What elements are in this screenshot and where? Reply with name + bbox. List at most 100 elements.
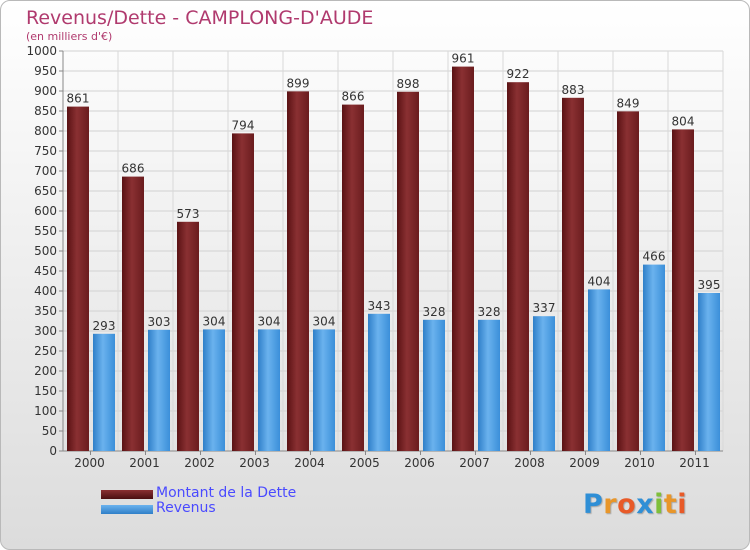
logo-letter: o [617, 489, 637, 520]
data-labels: 861 293 686 303 573 304 794 304 899 304 866 343 898 3… [67, 52, 721, 333]
data-label-debt: 861 [67, 92, 90, 106]
chart-subtitle: (en milliers d'€) [26, 30, 113, 43]
y-tick-label: 550 [34, 224, 57, 238]
y-tick-label: 650 [34, 184, 57, 198]
data-label-revenue: 328 [478, 305, 501, 319]
bar-revenue [313, 329, 335, 451]
bar-debt [507, 82, 529, 451]
data-label-debt: 899 [287, 76, 310, 90]
data-label-revenue: 395 [698, 278, 721, 292]
data-label-debt: 804 [672, 114, 695, 128]
x-tick-label: 2008 [514, 456, 545, 470]
x-tick-label: 2003 [239, 456, 270, 470]
x-tick-label: 2010 [624, 456, 655, 470]
bar-debt [672, 129, 694, 451]
bar-revenue [368, 313, 390, 451]
bar-revenue [478, 319, 500, 451]
y-tick-label: 0 [49, 444, 57, 458]
logo-letter: x [636, 489, 655, 520]
y-tick-label: 950 [34, 64, 57, 78]
y-tick-label: 400 [34, 284, 57, 298]
y-tick-label: 750 [34, 144, 57, 158]
data-label-revenue: 293 [93, 319, 116, 333]
bar-revenue [423, 319, 445, 451]
bar-debt [397, 91, 419, 452]
bar-revenue [698, 293, 720, 451]
x-tick-label: 2009 [569, 456, 600, 470]
data-label-debt: 883 [562, 83, 585, 97]
y-tick-label: 200 [34, 364, 57, 378]
y-tick-label: 700 [34, 164, 57, 178]
y-tick-label: 50 [42, 424, 57, 438]
bar-debt [287, 91, 309, 452]
logo-letter: i [654, 489, 664, 520]
bar-revenue [203, 329, 225, 451]
logo-letter: r [603, 489, 618, 520]
data-label-revenue: 337 [533, 301, 556, 315]
bar-revenue [533, 316, 555, 451]
bar-debt [617, 111, 639, 452]
y-tick-label: 500 [34, 244, 57, 258]
logo-letter: t [663, 489, 678, 520]
data-label-revenue: 328 [423, 305, 446, 319]
y-tick-label: 100 [34, 404, 57, 418]
bar-debt [452, 66, 474, 451]
data-label-debt: 898 [397, 77, 420, 91]
bar-debt [342, 104, 364, 451]
y-tick-label: 300 [34, 324, 57, 338]
x-tick-label: 2000 [74, 456, 105, 470]
y-tick-label: 1000 [26, 44, 57, 58]
data-label-revenue: 303 [148, 315, 171, 329]
data-label-debt: 573 [177, 207, 200, 221]
data-label-debt: 794 [232, 118, 255, 132]
y-tick-label: 600 [34, 204, 57, 218]
x-tick-label: 2011 [679, 456, 710, 470]
bar-debt [67, 106, 89, 451]
x-tick-label: 2004 [294, 456, 325, 470]
data-label-revenue: 304 [313, 314, 336, 328]
bars [67, 66, 720, 452]
logo-letter: i [677, 489, 688, 520]
legend-swatch-revenue [101, 505, 153, 514]
data-label-revenue: 304 [258, 314, 281, 328]
bar-debt [232, 133, 254, 451]
legend-swatch-debt [101, 490, 153, 499]
data-label-debt: 866 [342, 90, 365, 104]
y-tick-label: 850 [34, 104, 57, 118]
y-tick-label: 250 [34, 344, 57, 358]
data-label-debt: 961 [452, 52, 475, 66]
data-label-revenue: 343 [368, 299, 391, 313]
x-tick-label: 2005 [349, 456, 380, 470]
legend-label-debt: Montant de la Dette [156, 485, 297, 501]
bar-debt [562, 97, 584, 452]
data-label-revenue: 404 [588, 274, 611, 288]
legend-label-revenue: Revenus [156, 500, 216, 516]
data-label-debt: 922 [507, 67, 530, 81]
x-tick-label: 2001 [129, 456, 160, 470]
data-label-debt: 849 [617, 96, 640, 110]
y-tick-label: 350 [34, 304, 57, 318]
x-tick-label: 2006 [404, 456, 435, 470]
data-label-revenue: 466 [643, 250, 666, 264]
chart-title: Revenus/Dette - CAMPLONG-D'AUDE [26, 7, 374, 29]
bar-debt [122, 176, 144, 451]
y-tick-label: 800 [34, 124, 57, 138]
logo-letter: P [583, 489, 604, 520]
y-tick-label: 900 [34, 84, 57, 98]
bar-revenue [258, 329, 280, 451]
axes: 0 50 100 150 200 250 300 350 400 450 500 550 600 650 7… [26, 44, 723, 470]
x-tick-label: 2002 [184, 456, 215, 470]
data-label-revenue: 304 [203, 314, 226, 328]
bar-revenue [93, 333, 115, 451]
bar-revenue [643, 264, 665, 451]
y-tick-label: 150 [34, 384, 57, 398]
x-tick-label: 2007 [459, 456, 490, 470]
proxiti-logo: Proxiti [583, 489, 687, 520]
bar-revenue [148, 329, 170, 451]
data-label-debt: 686 [122, 162, 145, 176]
y-tick-label: 450 [34, 264, 57, 278]
bar-debt [177, 221, 199, 451]
bar-revenue [588, 289, 610, 451]
